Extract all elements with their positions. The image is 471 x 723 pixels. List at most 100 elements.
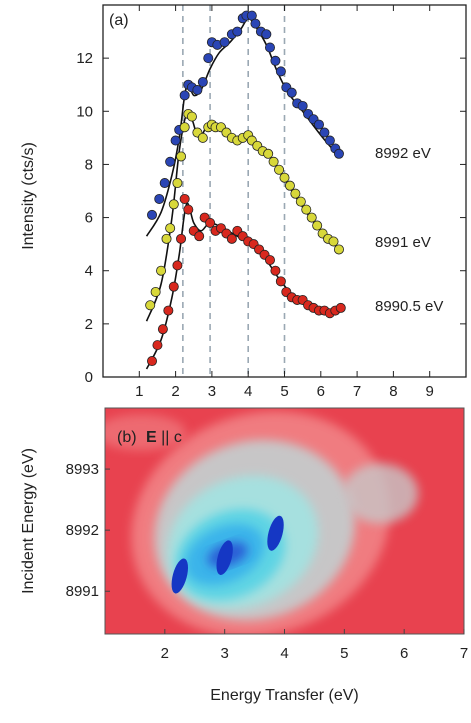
data-point <box>313 119 324 130</box>
y-tick-label: 8991 <box>66 583 99 600</box>
data-point <box>226 233 237 244</box>
y-tick-label: 8992 <box>66 522 99 539</box>
data-point <box>295 196 306 207</box>
data-point <box>324 135 335 146</box>
data-point <box>172 260 183 271</box>
intensity-peak <box>171 558 189 594</box>
data-point <box>179 90 190 101</box>
panel-b-label-bold: E <box>146 429 157 446</box>
y-tick-label: 10 <box>76 103 93 120</box>
data-point <box>152 340 163 351</box>
data-point <box>333 244 344 255</box>
dashed-reference-lines <box>182 5 286 377</box>
data-point <box>163 305 174 316</box>
heatmap-x-ticks: 2 3 4 5 6 7 <box>161 629 468 662</box>
data-point <box>165 156 176 167</box>
x-tick-label: 7 <box>353 383 361 400</box>
y-axis-ticks: 0 2 4 6 8 10 12 <box>76 50 466 386</box>
data-point <box>335 302 346 313</box>
y-tick-label: 6 <box>85 210 93 227</box>
x-tick-label: 6 <box>400 645 408 662</box>
contour-level <box>342 463 419 524</box>
contour-level <box>105 414 186 451</box>
data-point <box>179 193 190 204</box>
data-point <box>150 286 161 297</box>
x-tick-label: 2 <box>171 383 179 400</box>
x-tick-label: 3 <box>220 645 228 662</box>
y-tick-label: 0 <box>85 369 93 386</box>
x-tick-label: 2 <box>161 645 169 662</box>
data-point <box>165 223 176 234</box>
y-tick-label: 4 <box>85 263 93 280</box>
heatmap-contours <box>105 411 419 634</box>
data-points <box>145 10 346 367</box>
panel-a-label: (a) <box>109 12 129 29</box>
data-point <box>147 209 158 220</box>
data-point <box>145 300 156 311</box>
x-tick-label: 4 <box>280 645 288 662</box>
series-label: 8991 eV <box>375 234 431 251</box>
data-point <box>219 37 230 48</box>
series-label: 8992 eV <box>375 145 431 162</box>
heatmap-y-axis-label: Incident Energy (eV) <box>20 448 37 594</box>
y-tick-label: 2 <box>85 316 93 333</box>
data-point <box>306 212 317 223</box>
data-point <box>157 324 168 335</box>
data-point <box>290 188 301 199</box>
x-tick-label: 5 <box>280 383 288 400</box>
intensity-peak <box>267 515 284 551</box>
data-point <box>275 66 286 77</box>
intensity-peak <box>216 540 233 575</box>
data-point <box>333 148 344 159</box>
data-point <box>168 281 179 292</box>
data-point <box>263 148 274 159</box>
x-tick-label: 9 <box>426 383 434 400</box>
data-point <box>270 55 281 66</box>
data-point <box>194 231 205 242</box>
data-point <box>186 111 197 122</box>
data-point <box>154 193 165 204</box>
y-tick-label: 8993 <box>66 461 99 478</box>
data-point <box>268 156 279 167</box>
data-point <box>179 122 190 133</box>
panel-b-label-prefix: (b) <box>117 429 137 446</box>
x-tick-label: 8 <box>389 383 397 400</box>
data-point <box>275 276 286 287</box>
data-point <box>286 87 297 98</box>
y-axis-label: Intensity (cts/s) <box>20 142 37 250</box>
data-point <box>170 135 181 146</box>
x-tick-label: 1 <box>135 383 143 400</box>
data-point <box>159 178 170 189</box>
panel-b-heatmap: 2 3 4 5 6 7 8991 8992 8993 (b) E || c Energy Tr… <box>20 407 468 704</box>
x-axis-ticks: 1 2 3 4 5 6 7 8 9 <box>135 5 434 400</box>
data-point <box>312 220 323 231</box>
data-point <box>205 217 216 228</box>
data-point <box>176 151 187 162</box>
series-labels: 8992 eV 8991 eV 8990.5 eV <box>375 145 443 315</box>
y-tick-label: 8 <box>85 156 93 173</box>
x-axis-label: Energy Transfer (eV) <box>210 687 359 704</box>
data-point <box>274 164 285 175</box>
x-tick-label: 5 <box>340 645 348 662</box>
data-point <box>168 199 179 210</box>
data-point <box>147 356 158 367</box>
heatmap-y-ticks: 8991 8992 8993 <box>66 461 110 600</box>
panel-b-label: (b) E || c <box>117 429 182 446</box>
data-point <box>328 236 339 247</box>
data-point <box>319 127 330 138</box>
x-tick-label: 4 <box>244 383 252 400</box>
data-point <box>183 204 194 215</box>
data-point <box>197 77 208 88</box>
data-point <box>279 172 290 183</box>
data-point <box>270 265 281 276</box>
data-point <box>284 180 295 191</box>
panel-b-label-rest: || c <box>161 429 182 446</box>
series-label: 8990.5 eV <box>375 298 443 315</box>
x-tick-label: 7 <box>460 645 468 662</box>
y-tick-label: 12 <box>76 50 93 67</box>
fit-curves <box>145 17 340 370</box>
data-point <box>264 255 275 266</box>
data-point <box>156 265 167 276</box>
